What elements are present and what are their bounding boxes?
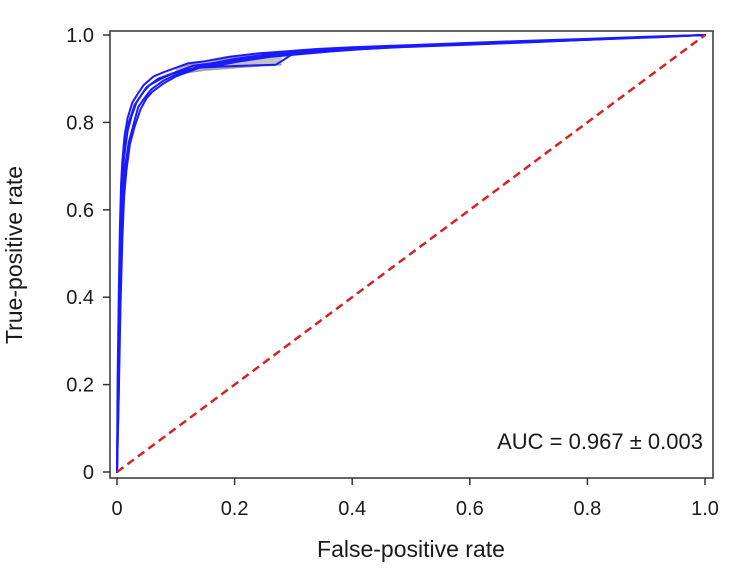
x-tick-label: 0.4 <box>338 498 366 520</box>
y-axis-title: True-positive rate <box>1 166 27 344</box>
y-tick-label: 1.0 <box>66 25 94 47</box>
x-tick-label: 0 <box>111 498 122 520</box>
y-tick-label: 0.6 <box>66 200 94 222</box>
diagonal-group <box>116 33 706 474</box>
x-tick-label: 0.8 <box>573 498 601 520</box>
y-tick-label: 0.2 <box>66 375 94 397</box>
x-tick-label: 0.2 <box>221 498 249 520</box>
x-axis: 0 0.2 0.4 0.6 0.8 1.0 <box>111 478 719 520</box>
roc-series-group <box>116 34 706 473</box>
x-tick-label: 0.6 <box>456 498 484 520</box>
y-tick-label: 0.4 <box>66 287 94 309</box>
auc-annotation: AUC = 0.967 ± 0.003 <box>497 429 703 454</box>
y-tick-label: 0 <box>83 462 94 484</box>
roc-curve-3 <box>116 34 706 473</box>
plot-frame <box>109 30 714 479</box>
roc-curve-4 <box>116 34 706 473</box>
y-tick-label: 0.8 <box>66 112 94 134</box>
y-axis: 0 0.2 0.4 0.6 0.8 1.0 <box>66 25 110 484</box>
x-tick-label: 1.0 <box>691 498 719 520</box>
x-axis-title: False-positive rate <box>317 536 505 562</box>
chance-diagonal-line <box>116 33 706 474</box>
